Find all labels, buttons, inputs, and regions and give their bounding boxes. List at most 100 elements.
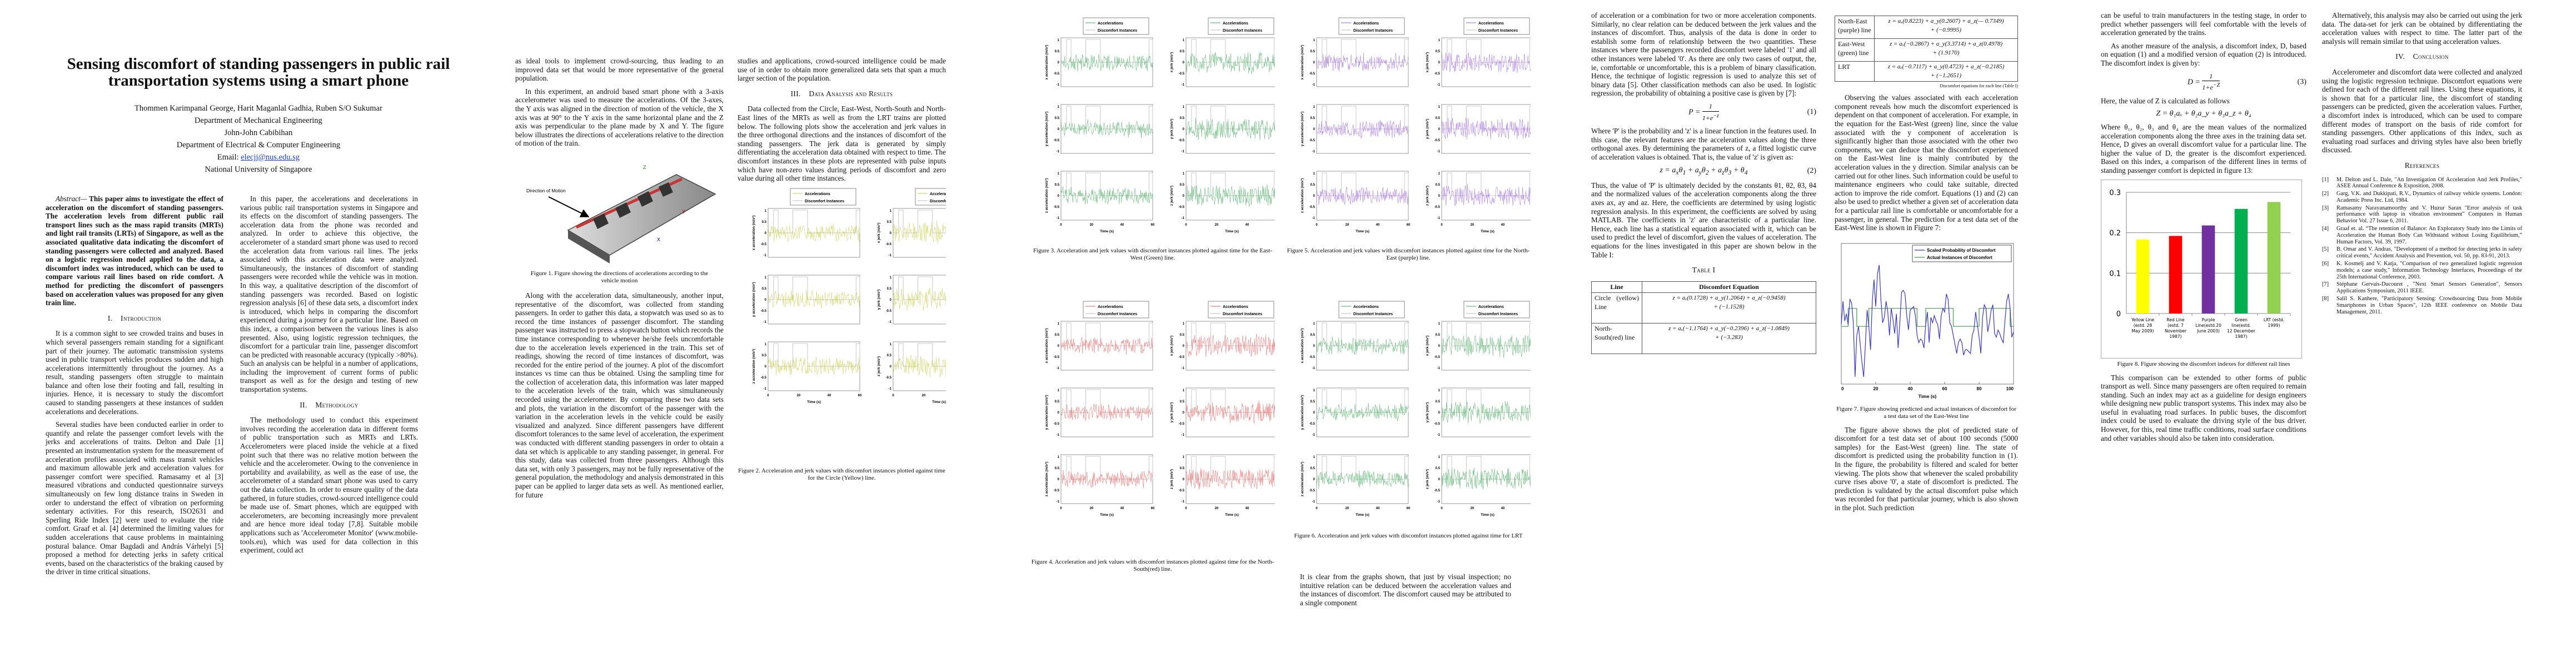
page3-paragraph: It is clear from the graphs shown, that … (1300, 573, 1511, 607)
page1-column-left: Abstract— This paper aims to investigate… (46, 195, 223, 581)
signal-line (1441, 401, 1534, 424)
y-tick-label: -1 (1312, 367, 1316, 370)
subplot: 1 0.5 0 -0.5 -1 x acceleration (m/s²) (1301, 321, 1409, 371)
x-tick-label: 20 (1346, 507, 1349, 510)
y-tick-label: 1 (1058, 456, 1060, 459)
y-tick-label: -0.5 (1054, 356, 1060, 359)
category-label: Purple Line(estd.20 June 2003) (2195, 317, 2221, 334)
page3-text: It is clear from the graphs shown, that … (1300, 573, 1511, 611)
bar-3 (2234, 208, 2248, 313)
signal-line (1441, 117, 1534, 140)
y-axis-label: y jerk (m/s³) (1170, 402, 1174, 423)
discomfort-pulse (1317, 39, 1409, 63)
figure-8-caption: Figure 8. Figure showing the discomfort … (2117, 360, 2290, 367)
y-axis-label: y acceleration (m/s²) (1301, 395, 1304, 430)
figure-5-caption: Figure 5. Acceleration and jerk values w… (1287, 247, 1530, 261)
table-cell-equation: z = aₓ(−1.1764) + a_y(−0.2396) + a_z(−1.… (1642, 323, 1816, 355)
reference-text: Salil S. Kanhere, "Participatory Sensing… (2336, 296, 2522, 315)
author-names: Thommen Karimpanal George, Harit Maganla… (134, 104, 382, 113)
legend-accelerations: Accelerations (1353, 22, 1379, 26)
department-mechanical: Department of Mechanical Engineering (195, 116, 322, 125)
table-cell-line: North-East (purple) line (1835, 16, 1875, 39)
page5-paragraph-1: can be useful to train manufacturers in … (2101, 11, 2306, 37)
reference-item: [2] Garg, V.K. and Dukkipati, R.V., Dynam… (2322, 191, 2522, 204)
legend-discomfort: Discomfort Instances (1353, 29, 1393, 33)
x-tick-label: 60 (1407, 507, 1411, 510)
reference-number: [2] (2322, 191, 2329, 197)
x-tick-label: 0 (1185, 223, 1187, 227)
table-cell-equation: z = aₓ(−0.2867) + a_y(3.3714) + a_z(0.49… (1874, 38, 2018, 62)
reference-text: B. Omar and V. Andras, "Development of a… (2336, 246, 2522, 260)
signal-line (1316, 470, 1409, 489)
signal-line (1185, 334, 1278, 357)
y-tick-label: 0.5 (1436, 334, 1441, 337)
signal-line (768, 356, 860, 376)
y-tick-label: 0.5 (762, 221, 767, 224)
y-tick-label: -1 (1437, 83, 1441, 87)
y-tick-label: 0 (1058, 61, 1060, 64)
discomfort-pulse (1442, 39, 1534, 63)
plot-legend: Accelerations Discomfort Instances (1463, 301, 1530, 318)
x-tick-label: 0 (892, 394, 894, 397)
figure-2: Accelerations Discomfort Instances Acceler… (738, 187, 987, 465)
y-tick-label: -0.5 (1309, 139, 1316, 142)
y-tick-label: -0.5 (1434, 206, 1441, 209)
reference-list: [1] M. Delton and L. Dale, "An Investigat… (2322, 177, 2522, 316)
y-tick-label: 1 (1438, 39, 1441, 42)
y-tick-label: -1 (764, 321, 767, 324)
discomfort-table-part2: North-East (purple) line z = aₓ(0.8223) +… (1835, 16, 2018, 82)
equation-2-number: (2) (1807, 167, 1816, 176)
figure-1-caption: Figure 1. Figure showing the directions … (530, 270, 709, 284)
y-tick-label: -1 (1437, 217, 1441, 220)
y-tick-label: -0.5 (1434, 356, 1441, 359)
y-tick-label: -0.5 (1434, 72, 1441, 76)
x-tick-label: 40 (1376, 507, 1380, 510)
y-tick-label: -0.5 (1309, 72, 1316, 76)
page-5: can be useful to train manufacturers in … (2061, 0, 2567, 667)
y-tick-label: -1 (1437, 150, 1441, 153)
subplot: 1 0.5 0 -0.5 -1 x acceleration (m/s²) (1045, 37, 1153, 87)
discomfort-pulse (1186, 172, 1278, 196)
reference-text: Stéphane Gervais-Ducouret , "Next Smart … (2336, 281, 2522, 295)
y-tick-label: 0.5 (1436, 50, 1441, 53)
reference-item: [7] Stéphane Gervais-Ducouret , "Next Sma… (2322, 281, 2522, 295)
signal-line (1441, 183, 1534, 206)
reference-item: [5] B. Omar and V. Andras, "Development o… (2322, 246, 2522, 260)
figure-3-caption: Figure 3. Acceleration and jerk values w… (1033, 247, 1272, 261)
y-tick-label: -0.5 (1309, 206, 1316, 209)
signal-line (768, 223, 860, 242)
y-tick-label: 0.5 (1180, 50, 1185, 53)
email-link[interactable]: elecjj@nus.edu.sg (241, 153, 300, 162)
page4-paragraph-5: The figure above shows the plot of predi… (1835, 425, 2018, 512)
table-title: Table I (1692, 266, 1716, 275)
table-row: Circle (yellow) Line z = aₓ(0.1728) + a_y… (1591, 292, 1816, 324)
signal-line (1441, 467, 1534, 491)
x-tick-label: 20 (1471, 507, 1474, 510)
reference-number: [4] (2322, 226, 2329, 232)
discomfort-pulse (1317, 106, 1409, 130)
plot-legend: Accelerations Discomfort Instances (1083, 17, 1149, 35)
y-tick-label: 1 (1438, 389, 1441, 392)
subplot: 1 0.5 0 -0.5 -1 y jerk (m/s³) (1426, 104, 1534, 154)
z-axis-marker: Z (643, 165, 646, 170)
subplot: 1 0.5 0 -0.5 -1 x acceleration (m/s²) (752, 208, 860, 258)
y-axis-label: x acceleration (m/s²) (1301, 328, 1304, 364)
reference-number: [1] (2322, 176, 2329, 183)
y-tick-label: 1 (1313, 389, 1316, 392)
signal-line (1316, 336, 1409, 355)
x-tick-label: 0 (1060, 223, 1062, 227)
y-axis-label: z jerk (m/s³) (1426, 186, 1429, 206)
y-tick-label: 0 (1313, 345, 1316, 348)
signal-line (1185, 52, 1278, 74)
y-tick-label: 0 (765, 298, 767, 302)
y-tick-label: -1 (1312, 217, 1316, 220)
y-tick-label: 0.5 (1055, 50, 1060, 53)
page5-column-right: Alternatively, this analysis may also be… (2322, 11, 2522, 316)
discomfort-pulse (1442, 172, 1534, 196)
subplot: 1 0.5 0 -0.5 -1 y jerk (m/s³) (1170, 104, 1278, 154)
y-tick-label: -0.5 (1179, 72, 1185, 76)
page2-paragraph-3: Along with the acceleration data, simult… (515, 291, 724, 499)
